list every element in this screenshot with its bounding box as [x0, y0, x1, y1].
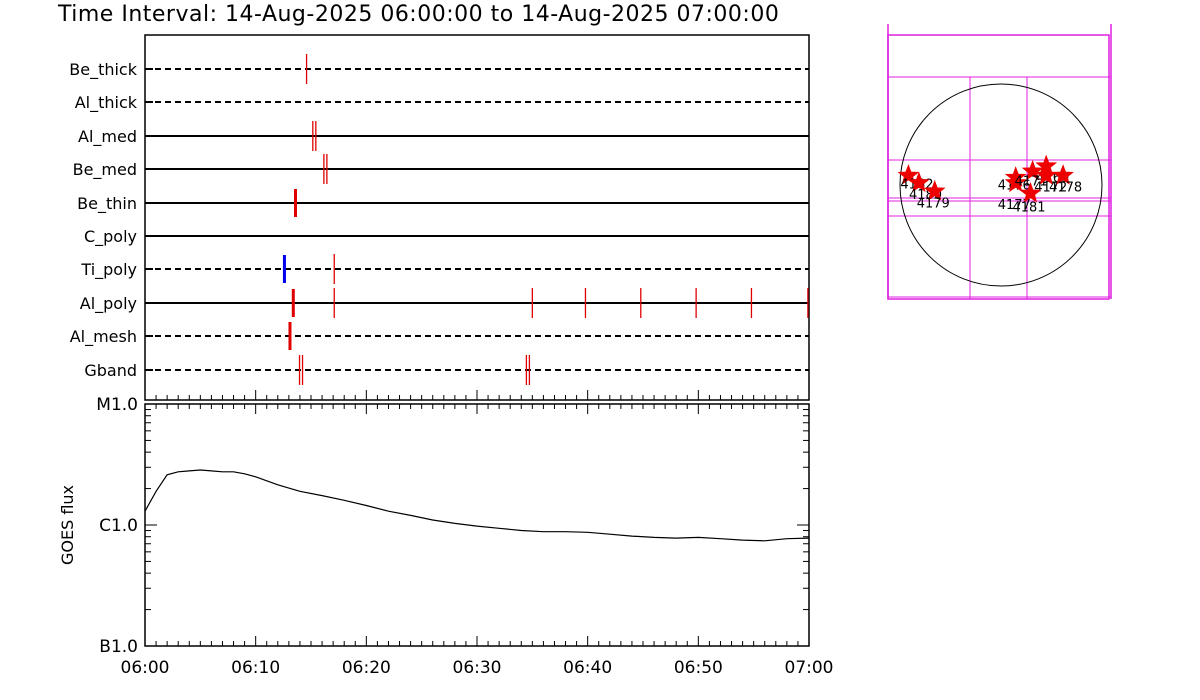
- channel-label: Al_poly: [80, 294, 137, 314]
- active-region-star: [923, 179, 946, 201]
- goes-flux-line: [144, 469, 810, 542]
- active-region-star: [1021, 159, 1044, 181]
- active-region-star: [1052, 164, 1074, 185]
- active-region-label: 4181: [1012, 200, 1045, 215]
- x-tick-label: 07:00: [785, 658, 834, 678]
- channel-label: Gband: [84, 361, 137, 380]
- goes-panel-frame: [144, 403, 810, 647]
- channel-label: Ti_poly: [80, 260, 137, 280]
- channel-label: Al_mesh: [70, 327, 137, 347]
- map-frame: [887, 34, 1110, 300]
- active-region-label: 4171: [1015, 174, 1048, 189]
- channel-label: Be_thick: [69, 60, 137, 80]
- x-tick-label: 06:00: [121, 658, 170, 678]
- channel-label: Be_med: [73, 160, 137, 180]
- y-tick-label: C1.0: [99, 516, 138, 536]
- channel-label: Al_thick: [75, 93, 138, 113]
- y-tick-label: M1.0: [96, 395, 138, 415]
- active-region-star: [1004, 171, 1027, 193]
- chart-title: Time Interval: 14-Aug-2025 06:00:00 to 1…: [58, 2, 780, 27]
- y-tick-label: B1.0: [99, 637, 138, 657]
- active-region-star: [908, 171, 930, 193]
- x-tick-label: 06:20: [342, 658, 391, 678]
- x-tick-label: 06:50: [674, 658, 723, 678]
- x-tick-label: 06:40: [563, 658, 612, 678]
- active-region-star: [1019, 181, 1042, 203]
- active-region-label: 4179: [917, 196, 950, 211]
- channel-label: C_poly: [84, 227, 137, 247]
- y-axis-label: GOES flux: [58, 485, 77, 565]
- timeline-panel-frame: [144, 34, 810, 401]
- channel-label: Al_med: [78, 127, 137, 147]
- solar-disk: [899, 83, 1103, 287]
- x-tick-label: 06:30: [453, 658, 502, 678]
- active-region-label: 4178: [1049, 181, 1082, 196]
- active-region-label: 4172: [1034, 181, 1067, 196]
- channel-label: Be_thin: [77, 194, 137, 214]
- x-tick-label: 06:10: [231, 658, 280, 678]
- active-region-label: 4177: [998, 198, 1031, 213]
- active-region-star: [897, 164, 920, 185]
